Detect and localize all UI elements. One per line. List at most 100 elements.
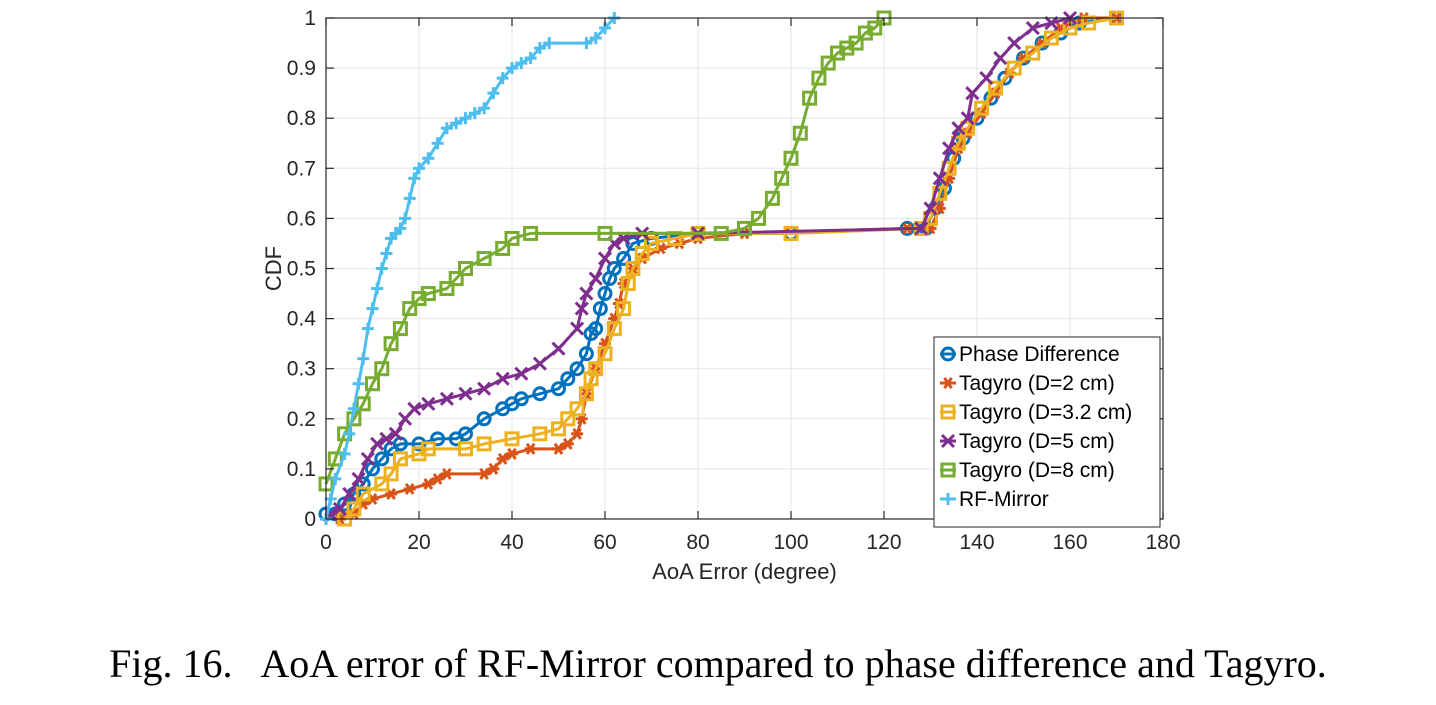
legend-marker [940,433,956,449]
data-point [543,37,556,50]
data-point [478,102,491,115]
data-point [580,37,593,50]
data-point [329,472,342,485]
y-tick-label: 0.6 [287,207,316,230]
data-point [374,451,390,467]
data-point [578,346,594,362]
data-point [487,462,500,475]
data-point [942,141,957,156]
data-point [513,391,529,407]
data-point [514,366,529,381]
y-tick-label: 0.5 [287,258,316,281]
data-point [408,172,421,185]
data-point [347,402,360,415]
data-point [383,466,399,482]
data-point [569,401,585,417]
legend-marker [942,493,954,505]
data-point [458,261,473,276]
x-tick-label: 160 [1052,531,1087,554]
data-point [532,386,548,402]
x-tick-label: 140 [959,531,994,554]
series-tagyro-d-3-2-cm [337,10,1124,527]
series-line [324,16,886,485]
data-point [1025,20,1040,36]
legend-label: Tagyro (D=8 cm) [959,459,1115,482]
data-point [495,371,510,386]
data-point [324,492,337,505]
cdf-chart: 0 20 40 60 80 100 120 140 160 180 0 0.1 0.2 0.3 0.4 0.5… [261,7,1181,584]
data-point [552,442,565,455]
legend: Phase Difference Tagyro (D=2 cm) Tagyro (D… [933,336,1161,528]
data-point [737,220,752,236]
data-point [476,436,492,452]
data-point [379,431,394,446]
data-point [370,436,385,451]
data-point [459,112,472,125]
data-point [616,250,632,266]
data-point [476,411,492,427]
data-point [578,386,594,402]
legend-marker [940,346,956,362]
legend-marker [940,462,956,478]
figure-caption: Fig. 16. AoA error of RF-Mirror compared… [109,641,1327,686]
data-point [597,225,613,241]
data-point [574,301,589,316]
data-point [625,261,641,276]
data-point [496,452,509,465]
legend-item: RF-Mirror [940,488,1049,511]
legend-item: Tagyro (D=5 cm) [940,430,1115,453]
data-point [932,171,947,186]
data-point [403,482,416,495]
data-point [750,210,766,226]
y-axis-label: CDF [261,246,286,291]
series-tagyro-d-8-cm [318,10,892,492]
legend-label: Tagyro (D=5 cm) [959,430,1115,453]
data-point [592,301,608,317]
data-point [570,321,585,336]
data-point [524,52,537,65]
data-point [960,120,976,136]
data-point [560,371,576,387]
data-point [620,276,636,292]
data-point [458,426,473,442]
data-point [374,476,390,492]
data-point [597,286,613,302]
data-point [388,426,403,441]
y-tick-label: 1 [304,7,316,30]
data-point [487,87,500,100]
series-tagyro-d-5-cm [323,10,1078,522]
legend-marker [942,377,954,389]
data-point [588,321,604,337]
data-point [431,137,444,150]
series-line [343,16,1117,521]
data-point [477,381,492,396]
data-point [524,442,537,455]
legend-label: Tagyro (D=3.2 cm) [959,401,1132,424]
data-point [504,230,520,246]
data-point [764,190,780,206]
y-tick-label: 0.1 [287,458,316,481]
data-point [1044,15,1059,31]
data-point [422,477,435,490]
data-point [448,271,464,287]
data-point [392,451,408,467]
data-point [342,486,357,502]
data-point [569,361,585,377]
data-point [458,386,473,401]
legend-box [933,336,1161,528]
data-point [783,150,799,166]
data-point [616,301,632,317]
legend-item: Tagyro (D=2 cm) [940,372,1115,395]
data-point [979,71,994,86]
data-point [360,451,375,466]
y-tick-label: 0.2 [287,408,316,431]
ticks: 0 20 40 60 80 100 120 140 160 180 0 0.1 0.2 0.3 0.4 0.5… [287,7,1181,554]
data-point [551,421,566,437]
data-point [420,286,436,302]
data-point [1025,45,1041,61]
data-point [403,192,416,205]
data-point [988,80,1004,96]
data-point [422,152,435,165]
data-point [532,356,547,371]
series-layer [318,10,1124,527]
